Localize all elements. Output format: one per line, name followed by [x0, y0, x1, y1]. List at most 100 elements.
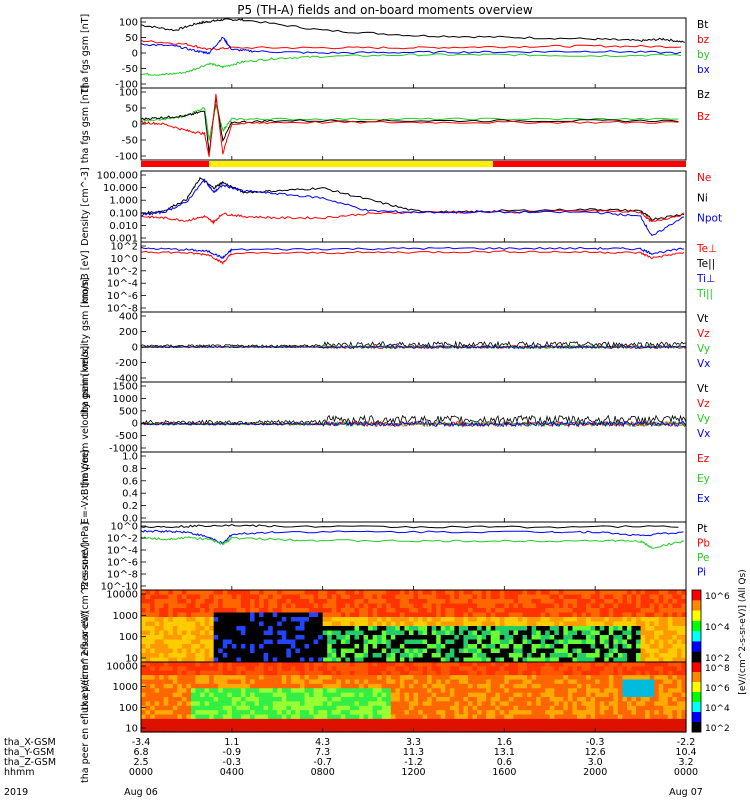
spectrogram-cell [377, 705, 383, 711]
spectrogram-cell [613, 662, 619, 667]
spectrogram-cell [159, 705, 165, 711]
spectrogram-cell [327, 644, 333, 650]
status-segment [209, 161, 493, 167]
spectrogram-cell [222, 599, 228, 605]
spectrogram-cell [554, 639, 560, 645]
spectrogram-cell [231, 701, 237, 707]
spectrogram-cell [408, 675, 415, 681]
spectrogram-cell [281, 723, 287, 729]
spectrogram-cell [163, 662, 169, 667]
spectrogram-cell [250, 621, 256, 627]
spectrogram-cell [645, 688, 651, 694]
spectrogram-cell [577, 675, 583, 681]
spectrogram-cell [227, 679, 233, 685]
spectrogram-cell [468, 727, 474, 733]
spectrogram-cell [604, 679, 610, 685]
spectrogram-cell [359, 727, 365, 733]
spectrogram-cell [399, 608, 406, 614]
spectrogram-cell [558, 670, 564, 676]
spectrogram-cell [268, 662, 274, 667]
spectrogram-cell [145, 692, 151, 698]
spectrogram-cell [477, 657, 483, 663]
spectrogram-cell [313, 621, 319, 627]
spectrogram-cell [436, 697, 442, 702]
spectrogram-cell [631, 594, 637, 600]
spectrogram-cell [454, 666, 460, 672]
spectrogram-cell [531, 705, 537, 711]
spectrogram-cell [626, 675, 633, 681]
spectrogram-cell [617, 648, 624, 654]
spectrogram-cell [222, 657, 228, 663]
spectrogram-cell [572, 608, 578, 614]
spectrogram-cell [681, 635, 687, 641]
spectrogram-cell [486, 697, 492, 702]
spectrogram-cell [268, 723, 274, 729]
spectrogram-cell [318, 679, 324, 685]
spectrogram-cell [277, 723, 283, 729]
spectrogram-cell [186, 621, 192, 627]
spectrogram-cell [295, 697, 301, 702]
spectrogram-cell [381, 723, 387, 729]
spectrogram-cell [477, 594, 483, 600]
spectrogram-cell [313, 701, 319, 707]
spectrogram-cell [413, 723, 419, 729]
spectrogram-cell [399, 697, 406, 702]
spectrogram-cell [517, 630, 524, 636]
spectrogram-cell [231, 630, 237, 636]
spectrogram-cell [427, 599, 433, 605]
spectrogram-cell [595, 723, 601, 729]
spectrogram-cell [517, 608, 524, 614]
spectrogram-cell [449, 630, 455, 636]
spectrogram-cell [590, 688, 596, 694]
spectrogram-cell [395, 612, 401, 618]
spectrogram-cell [640, 692, 646, 698]
spectrogram-cell [263, 679, 269, 685]
spectrogram-cell [595, 644, 601, 650]
spectrogram-cell [277, 657, 283, 663]
spectrogram-cell [604, 630, 610, 636]
spectrogram-cell [331, 653, 337, 659]
spectrogram-cell [318, 635, 324, 641]
spectrogram-cell [581, 679, 587, 685]
spectrogram-cell [227, 697, 233, 702]
spectrogram-cell [454, 657, 460, 663]
spectrogram-cell [359, 718, 365, 724]
spectrogram-cell [368, 727, 374, 733]
x-row-value: 1.1 [224, 737, 239, 748]
spectrogram-cell [617, 718, 624, 724]
spectrogram-cell [172, 644, 178, 650]
spectrogram-cell [390, 666, 396, 672]
spectrogram-cell [454, 692, 460, 698]
spectrogram-cell [177, 683, 183, 689]
spectrogram-cell [363, 599, 369, 605]
spectrogram-cell [422, 644, 428, 650]
spectrogram-cell [290, 697, 297, 702]
spectrogram-cell [286, 617, 292, 623]
spectrogram-cell [626, 639, 633, 645]
spectrogram-cell [304, 683, 310, 689]
spectrogram-cell [377, 653, 383, 659]
spectrogram-cell [150, 653, 156, 659]
spectrogram-cell [159, 714, 165, 720]
spectrogram-cell [495, 727, 501, 733]
spectrogram-cell [517, 657, 524, 663]
spectrogram-cell [172, 705, 178, 711]
y-tick-label: 500 [119, 406, 138, 417]
spectrogram-cell [427, 675, 433, 681]
spectrogram-cell [558, 697, 564, 702]
spectrogram-cell [613, 617, 619, 623]
spectrogram-cell [195, 666, 201, 672]
spectrogram-cell [554, 727, 560, 733]
spectrogram-cell [190, 714, 197, 720]
spectrogram-cell [567, 653, 574, 659]
spectrogram-cell [204, 594, 210, 600]
spectrogram-cell [427, 653, 433, 659]
spectrogram-cell [654, 714, 660, 720]
spectrogram-cell [508, 630, 515, 636]
spectrogram-cell [431, 594, 437, 600]
spectrogram-cell [327, 635, 333, 641]
spectrogram-cell [595, 648, 601, 654]
spectrogram-cell [190, 590, 197, 596]
spectrogram-cell [204, 630, 210, 636]
spectrogram-cell [445, 683, 451, 689]
